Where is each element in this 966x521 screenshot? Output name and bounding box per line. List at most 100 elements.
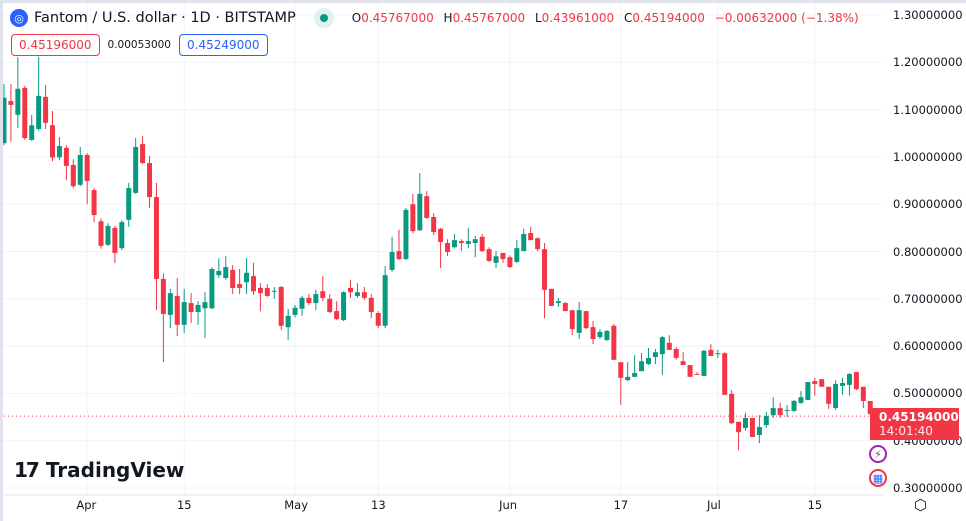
candle-down [334, 311, 340, 320]
time-tick-label: May [284, 498, 309, 512]
candle-down [819, 379, 825, 387]
candle-up [625, 376, 631, 381]
candle-down [98, 221, 104, 246]
candle-down [22, 87, 28, 138]
chart-legend: ◎ Fantom / U.S. dollar · 1D · BITSTAMP O… [10, 8, 865, 28]
candle-down [140, 144, 146, 164]
low-key: L [534, 11, 542, 25]
candle-down [535, 238, 541, 250]
low-value: 0.43961000 [541, 11, 615, 25]
candle-down [583, 311, 589, 329]
candle-down [348, 287, 353, 293]
time-tick-label: Apr [76, 498, 97, 512]
candle-up [119, 222, 125, 249]
candle-up [313, 294, 319, 304]
candle-down [84, 155, 90, 182]
candle-down [237, 284, 243, 288]
candle-down [327, 298, 333, 313]
candle-up [77, 155, 83, 185]
close-value: 0.45194000 [632, 11, 705, 25]
candle-down [680, 361, 686, 366]
candle-up [521, 233, 527, 252]
ohlc-values: O0.45767000 H0.45767000 L0.43961000 C0.4… [352, 11, 865, 25]
candle-down [694, 374, 700, 376]
candle-up [840, 382, 846, 386]
candle-down [320, 291, 326, 298]
candle-down [278, 286, 284, 326]
spread-value: 0.00053000 [107, 39, 171, 51]
candle-up [389, 251, 395, 270]
candle-up [105, 225, 111, 245]
candle-down [424, 196, 430, 218]
candle-up [763, 416, 769, 426]
last-price-value: 0.45194000 [879, 410, 959, 424]
fantom-logo-icon: ◎ [10, 9, 28, 27]
settings-icon[interactable]: ⬡ [914, 496, 928, 514]
open-value: 0.45767000 [361, 11, 434, 25]
candle-down [230, 269, 236, 288]
candle-up [285, 315, 291, 328]
candle-down [112, 227, 118, 253]
candle-down [853, 372, 859, 390]
candle-down [749, 417, 755, 437]
candle-up [493, 256, 499, 263]
candle-down [812, 381, 818, 384]
candle-up [743, 417, 749, 428]
buy-button[interactable]: 0.45249000 [179, 34, 268, 56]
candle-down [562, 303, 568, 312]
candle-down [542, 249, 548, 290]
candle-up [56, 146, 62, 158]
price-tick-label: 0.30000000 [893, 481, 963, 495]
us-flag-event-icon[interactable]: ▦ [869, 469, 887, 487]
price-tick-label: 1.10000000 [893, 102, 963, 117]
trade-buttons: 0.45196000 0.00053000 0.45249000 [11, 34, 268, 56]
candle-up [202, 302, 208, 309]
candle-down [673, 348, 679, 358]
price-tick-label: 0.70000000 [893, 291, 963, 306]
tradingview-logo[interactable]: 17 TradingView [14, 458, 184, 482]
candle-up [271, 290, 277, 292]
candle-down [306, 297, 312, 304]
candle-down [666, 342, 672, 350]
bar-countdown: 14:01:40 [879, 424, 933, 438]
candle-down [70, 164, 76, 187]
candle-up [36, 95, 42, 129]
lightning-event-icon[interactable]: ⚡ [869, 445, 887, 463]
candle-up [299, 297, 305, 309]
time-tick-label: Jun [499, 498, 518, 512]
price-tick-label: 1.20000000 [893, 55, 963, 70]
candle-down [160, 278, 166, 314]
candle-down [722, 353, 728, 395]
market-open-status-icon[interactable] [313, 8, 334, 28]
candle-down [548, 288, 554, 306]
candle-down [618, 362, 624, 378]
candle-up [846, 374, 852, 385]
candle-down [174, 295, 180, 325]
candle-up [417, 193, 423, 231]
candle-down [63, 147, 69, 166]
candle-up [354, 292, 360, 296]
candle-up [555, 301, 561, 304]
candle-up [604, 330, 610, 340]
candle-up [341, 292, 347, 321]
candle-down [528, 233, 534, 241]
candle-up [805, 382, 811, 401]
price-tick-label: 0.80000000 [893, 244, 963, 259]
sell-button[interactable]: 0.45196000 [11, 34, 100, 56]
candle-down [486, 249, 492, 261]
candle-down [867, 400, 873, 415]
candle-up [292, 307, 298, 315]
candle-down [43, 96, 49, 123]
logo-text: TradingView [45, 458, 185, 482]
candle-down [257, 287, 263, 294]
candle-up [126, 188, 132, 220]
candle-down [687, 365, 693, 377]
candle-down [50, 125, 56, 158]
symbol-title[interactable]: Fantom / U.S. dollar · 1D · BITSTAMP [34, 10, 296, 26]
candle-up [597, 331, 603, 338]
candle-up [632, 373, 638, 377]
candle-down [729, 393, 735, 424]
time-tick-label: 15 [807, 498, 823, 512]
candle-down [458, 241, 464, 243]
